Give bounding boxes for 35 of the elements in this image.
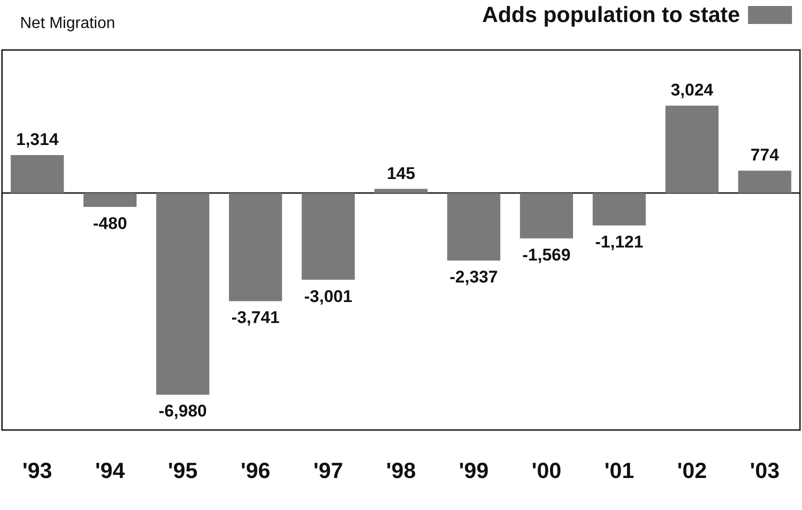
x-tick-label: '99 <box>458 458 489 483</box>
bar <box>228 193 282 302</box>
bar <box>302 193 355 280</box>
data-label: -1,569 <box>522 245 571 264</box>
x-tick-label: '96 <box>240 458 270 483</box>
x-tick-label: '98 <box>386 458 416 483</box>
data-label: -1,121 <box>595 232 644 252</box>
x-tick-label: '97 <box>313 458 344 483</box>
x-tick-label: '93 <box>22 458 52 483</box>
bar <box>592 193 646 226</box>
bar <box>374 188 428 194</box>
legend-label: Adds population to state <box>482 2 740 27</box>
x-tick-label: '00 <box>532 458 562 483</box>
x-tick-label: '94 <box>95 458 126 483</box>
data-label: -6,980 <box>158 402 207 421</box>
x-tick-label: '95 <box>168 458 198 483</box>
bar <box>156 193 210 395</box>
bar <box>83 193 137 207</box>
data-label: -3,741 <box>231 308 280 328</box>
bar <box>520 193 574 238</box>
data-label: -2,337 <box>450 268 498 287</box>
bar <box>447 193 500 261</box>
x-tick-label: '03 <box>750 458 780 483</box>
data-label: 145 <box>386 164 416 183</box>
data-label: -480 <box>93 214 128 233</box>
data-label: 1,314 <box>16 130 60 150</box>
data-label: 3,024 <box>670 80 714 100</box>
data-label: -3,001 <box>304 286 352 306</box>
bar <box>10 155 64 194</box>
x-tick-label: '01 <box>604 458 634 483</box>
x-tick-label: '02 <box>677 458 707 483</box>
bar <box>738 170 792 194</box>
data-label: 774 <box>750 146 780 165</box>
y-axis-title: Net Migration <box>20 15 116 32</box>
bar <box>665 106 719 194</box>
